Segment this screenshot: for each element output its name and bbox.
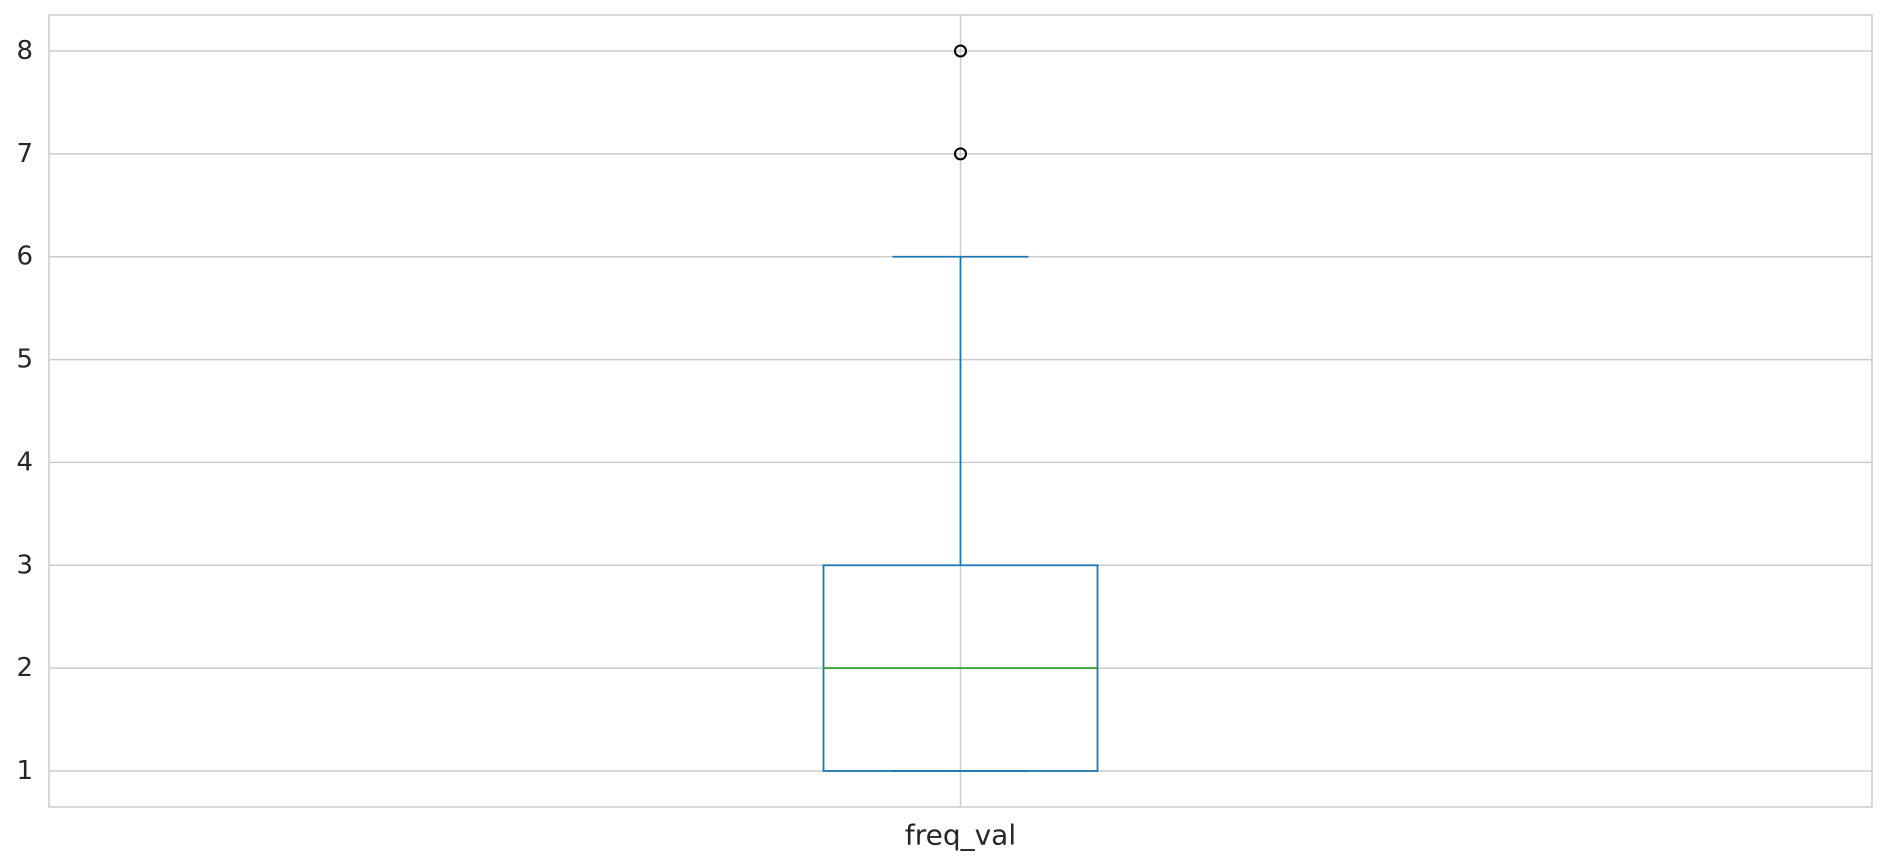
y-tick-label: 3 <box>16 550 33 580</box>
y-tick-label: 2 <box>16 653 33 683</box>
y-tick-label: 7 <box>16 139 33 169</box>
y-tick-label: 6 <box>16 242 33 272</box>
y-tick-label: 8 <box>16 36 33 66</box>
y-tick-label: 4 <box>16 447 33 477</box>
x-tick-label: freq_val <box>905 819 1016 852</box>
y-tick-label: 5 <box>16 345 33 375</box>
x-axis-tick-labels: freq_val <box>905 819 1016 852</box>
y-tick-label: 1 <box>16 756 33 786</box>
y-axis-tick-labels: 1 2 3 4 5 6 7 8 <box>16 36 33 786</box>
